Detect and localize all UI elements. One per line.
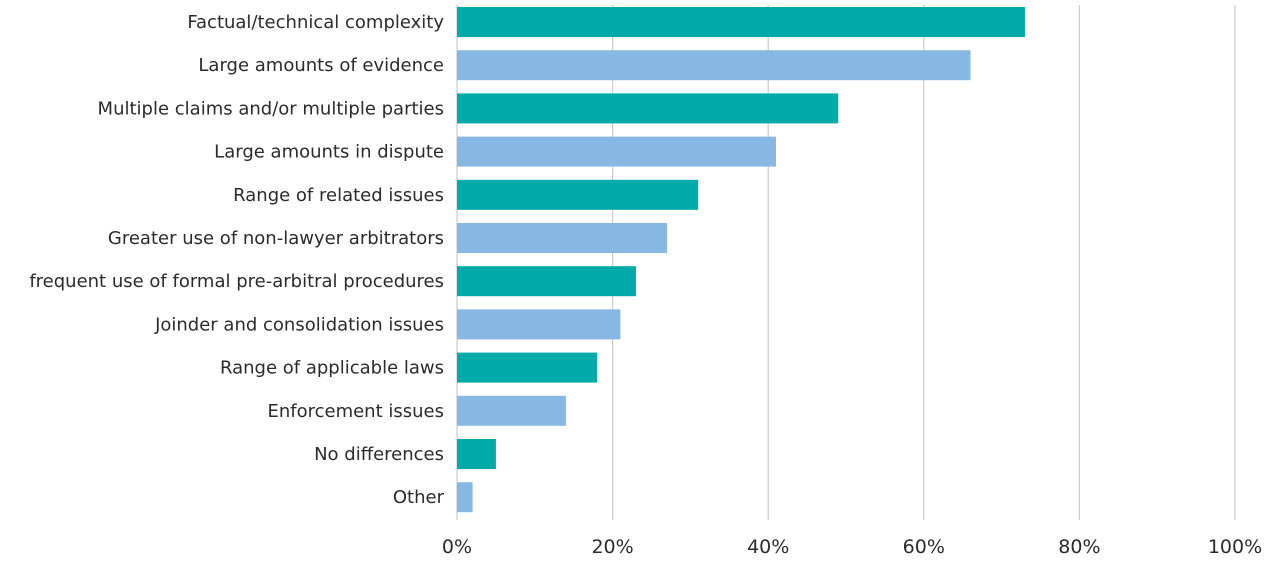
category-label: Large amounts in dispute: [214, 142, 444, 163]
bar: [457, 223, 668, 253]
gridlines: [456, 5, 1236, 520]
bar: [457, 309, 621, 340]
category-label: Range of applicable laws: [220, 358, 444, 379]
x-tick-label: 100%: [1208, 536, 1262, 557]
category-label: Other: [393, 487, 445, 508]
bar: [457, 7, 1025, 37]
bar: [457, 179, 699, 210]
x-tick-label: 60%: [903, 536, 945, 557]
category-label: Enforcement issues: [267, 401, 444, 422]
bar: [457, 439, 496, 469]
category-label: Factual/technical complexity: [187, 12, 444, 33]
bars: [457, 7, 1025, 513]
category-labels: Factual/technical complexity Large amount…: [29, 12, 444, 508]
x-tick-label: 80%: [1058, 536, 1100, 557]
bar: [457, 266, 636, 297]
bar: [457, 395, 566, 426]
category-label: Range of related issues: [233, 185, 444, 206]
category-label: Greater use of non-lawyer arbitrators: [108, 228, 444, 249]
x-tick-label: 20%: [591, 536, 633, 557]
bar: [457, 50, 971, 81]
bar: [457, 352, 598, 383]
x-tick-label: 40%: [747, 536, 789, 557]
x-axis-tick-labels: 0% 20% 40% 60% 80% 100%: [442, 536, 1262, 558]
bar: [457, 93, 839, 124]
bar: [457, 136, 776, 167]
category-label: Multiple claims and/or multiple parties: [98, 98, 444, 119]
bar: [457, 482, 473, 513]
x-tick-label: 0%: [442, 536, 472, 557]
category-label: No differences: [314, 444, 444, 465]
category-label: frequent use of formal pre-arbitral proc…: [29, 271, 444, 292]
category-label: Large amounts of evidence: [198, 55, 444, 76]
category-label: Joinder and consolidation issues: [154, 314, 444, 335]
